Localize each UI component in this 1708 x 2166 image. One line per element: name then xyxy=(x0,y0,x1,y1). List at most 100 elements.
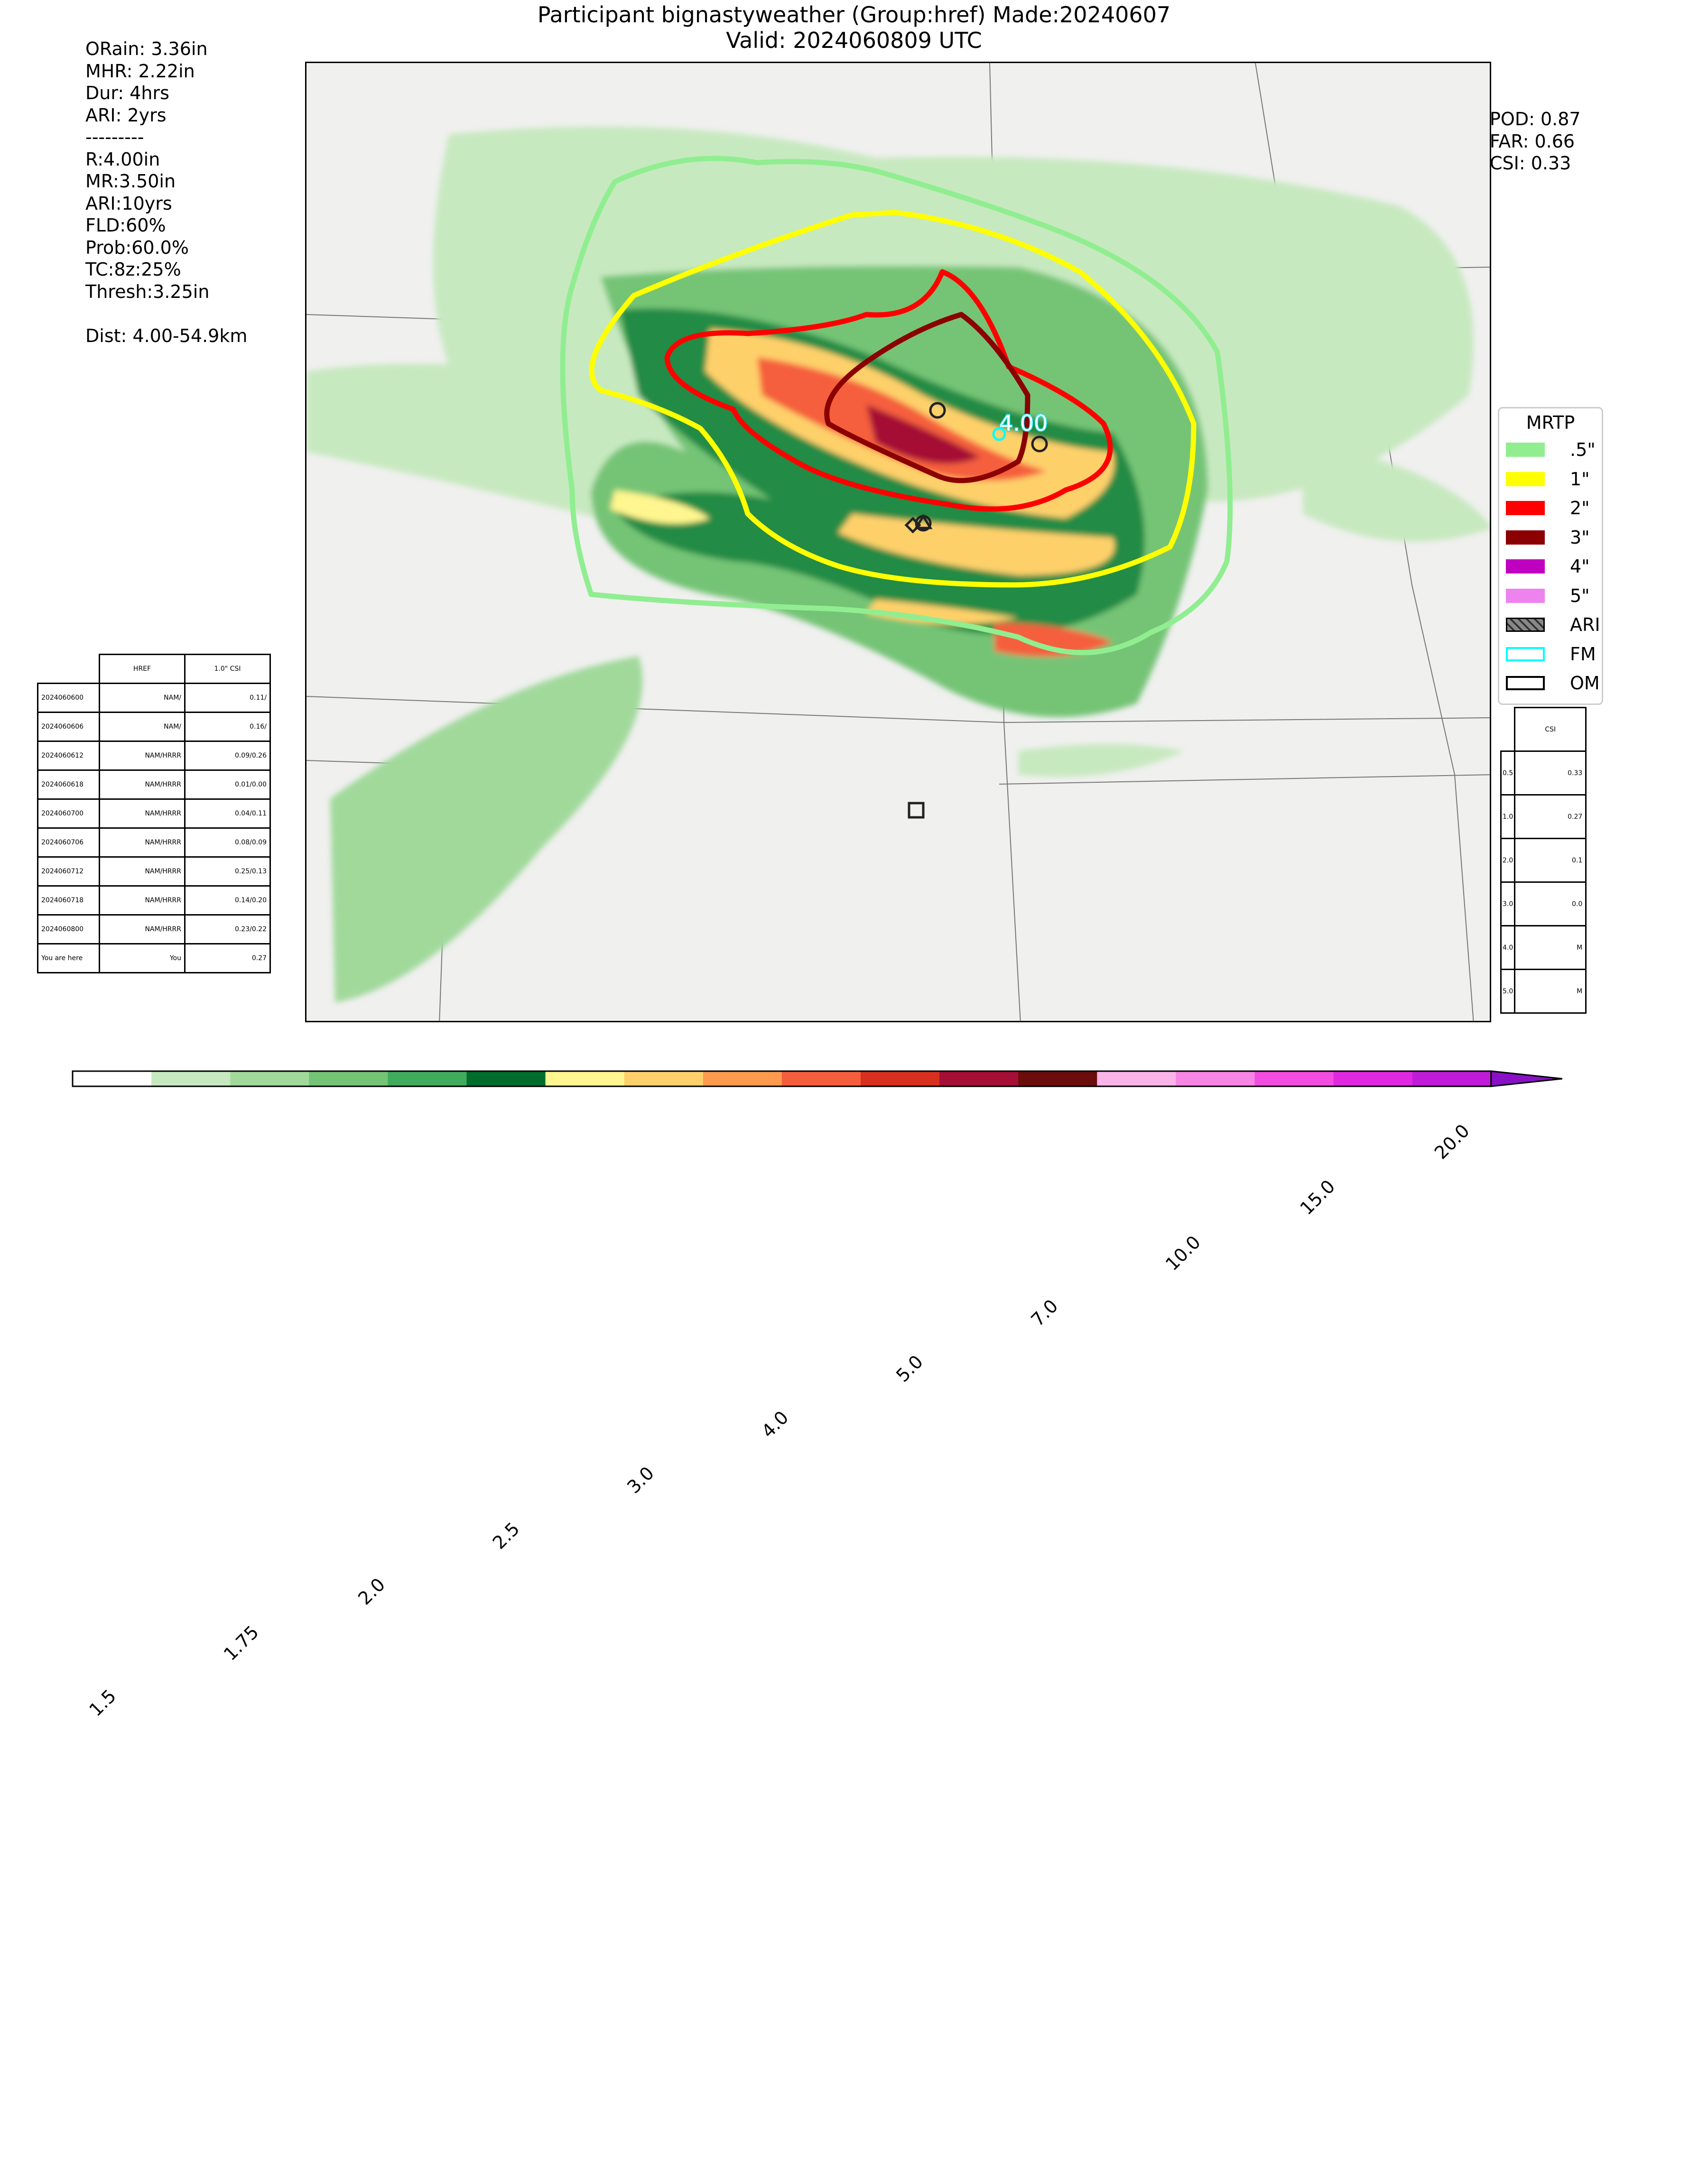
table-cell: 0.14/0.20 xyxy=(184,885,271,916)
info-line: ORain: 3.36in xyxy=(85,38,208,59)
legend-label: .5" xyxy=(1570,439,1596,460)
legend-label: OM xyxy=(1570,673,1600,694)
table-cell: 2024060712 xyxy=(37,856,100,887)
table-cell: You xyxy=(99,943,186,973)
legend-label: 4" xyxy=(1570,556,1590,577)
table-cell: NAM/HRRR xyxy=(99,769,186,800)
table-row: 2024060600 NAM/0.11/ xyxy=(37,683,271,713)
far-stat: FAR: 0.66 xyxy=(1490,130,1575,152)
colorbar-segment xyxy=(151,1071,231,1086)
table-cell: 0.5 xyxy=(1500,750,1516,796)
table-cell: 2024060612 xyxy=(37,741,100,771)
table-cell: 0.11/ xyxy=(184,683,271,713)
table-cell: NAM/HRRR xyxy=(99,741,186,771)
precip-field xyxy=(306,126,1490,1002)
colorbar-segment xyxy=(781,1071,861,1086)
info-line: Dur: 4hrs xyxy=(85,83,169,103)
info-line: ARI: 2yrs xyxy=(85,104,167,126)
table-cell: 2024060700 xyxy=(37,798,100,829)
table-row: 2024060618 NAM/HRRR 0.01/0.00 xyxy=(37,769,271,800)
table-row: 4.0 M xyxy=(1500,925,1587,970)
csi-stat: CSI: 0.33 xyxy=(1490,153,1571,174)
table-row: 3.0 0.0 xyxy=(1500,881,1587,926)
table-cell: 0.01/0.00 xyxy=(184,769,271,800)
legend-swatch xyxy=(1506,472,1545,486)
table-cell: 5.0 xyxy=(1500,969,1516,1014)
info-line xyxy=(85,303,247,325)
colorbar-segment xyxy=(73,1071,152,1086)
table-cell: 2024060800 xyxy=(37,914,100,944)
colorbar-segment xyxy=(939,1071,1019,1086)
info-line: Thresh:3.25in xyxy=(85,281,210,302)
href-csi-table: HREF 1.0" CSI 2024060600 NAM/0.11/202406060… xyxy=(37,654,271,973)
info-line: R:4.00in xyxy=(85,148,160,170)
table-cell: 3.0 xyxy=(1500,881,1516,926)
colorbar-segment xyxy=(861,1071,940,1086)
contour-2in xyxy=(664,269,1113,512)
legend-swatch xyxy=(1506,647,1545,661)
colorbar-segment xyxy=(1097,1071,1176,1086)
table-cell: 0.27 xyxy=(184,943,271,973)
colorbar-tick-label: 2.0 xyxy=(354,1574,390,1609)
info-line: TC:8z:25% xyxy=(85,259,181,280)
table-cell: 0.23/0.22 xyxy=(184,914,271,944)
table-cell: NAM/ xyxy=(99,712,186,742)
csi-threshold-table: CSI 0.5 0.33 1.0 0.27 2.0 0.1 3.0 0.0 4.0 M 5.0 M xyxy=(1500,707,1587,1014)
colorbar-tick-label: 20.0 xyxy=(1430,1120,1474,1164)
legend-label: 3" xyxy=(1570,527,1590,548)
table-cell: 2024060618 xyxy=(37,769,100,800)
table-row: 2024060700 NAM/HRRR 0.04/0.11 xyxy=(37,798,271,829)
colorbar-segment xyxy=(1333,1071,1413,1086)
table-cell: 0.1 xyxy=(1514,838,1587,883)
obs-circle-1 xyxy=(929,402,946,419)
table-row: 2024060706 NAM/HRRR 0.08/0.09 xyxy=(37,827,271,858)
colorbar-segment xyxy=(388,1071,467,1086)
legend-swatch xyxy=(1506,676,1545,690)
table-row: 2024060606 NAM/0.16/ xyxy=(37,712,271,742)
table-cell: 2024060706 xyxy=(37,827,100,858)
table-cell: 0.08/0.09 xyxy=(184,827,271,858)
obs-triangle xyxy=(914,514,933,529)
forecast-max-label: 4.00 xyxy=(999,410,1048,436)
contours xyxy=(560,156,1233,656)
obs-markers xyxy=(904,402,1048,819)
map-canvas: 4.00 xyxy=(306,63,1490,1021)
info-panel: ORain: 3.36in MHR: 2.22in Dur: 4hrs ARI: 2y… xyxy=(85,38,247,347)
table-cell: 1.0 xyxy=(1500,794,1516,839)
contour-1in xyxy=(589,210,1197,588)
legend-label: 1" xyxy=(1570,468,1590,490)
info-line: Prob:60.0% xyxy=(85,237,189,258)
table-cell: 0.04/0.11 xyxy=(184,798,271,829)
table-cell: NAM/HRRR xyxy=(99,914,186,944)
legend-swatch xyxy=(1506,559,1545,574)
obs-circle-2 xyxy=(1031,435,1048,453)
table-header: HREF xyxy=(99,654,186,684)
legend-swatch xyxy=(1506,618,1545,632)
colorbar: 0.00.010.10.250.50.751.01.251.51.752.02.… xyxy=(71,1070,1566,1721)
chart-title: Participant bignastyweather (Group:href)… xyxy=(0,2,1708,53)
legend-swatch xyxy=(1506,530,1545,545)
precip-map: 4.00 xyxy=(305,62,1491,1022)
obs-diamond xyxy=(904,517,921,534)
table-cell: NAM/HRRR xyxy=(99,798,186,829)
table-cell: You are here xyxy=(37,943,100,973)
obs-square xyxy=(908,802,925,819)
table-row: 2024060800 NAM/HRRR 0.23/0.22 xyxy=(37,914,271,944)
info-line: FLD:60% xyxy=(85,215,166,236)
table-cell: NAM/HRRR xyxy=(99,856,186,887)
info-line: ARI:10yrs xyxy=(85,193,172,214)
table-cell: M xyxy=(1514,925,1587,970)
table-cell: 2024060606 xyxy=(37,712,100,742)
colorbar-tick-label: 5.0 xyxy=(892,1351,928,1387)
mrtp-legend: MRTP .5" 1" 2" 3" 4" 5" ARI FM OM xyxy=(1498,407,1603,705)
table-cell: 0.25/0.13 xyxy=(184,856,271,887)
info-line: Dist: 4.00-54.9km xyxy=(85,325,248,346)
contour-0.5in xyxy=(560,156,1233,656)
table-cell: 0.27 xyxy=(1514,794,1587,839)
table-row: 1.0 0.27 xyxy=(1500,794,1587,839)
verification-stats: POD: 0.87 FAR: 0.66 CSI: 0.33 xyxy=(1490,108,1581,175)
colorbar-segment xyxy=(466,1071,546,1086)
legend-label: ARI xyxy=(1570,614,1600,635)
colorbar-segment xyxy=(230,1071,309,1086)
table-row: 5.0 M xyxy=(1500,969,1587,1014)
